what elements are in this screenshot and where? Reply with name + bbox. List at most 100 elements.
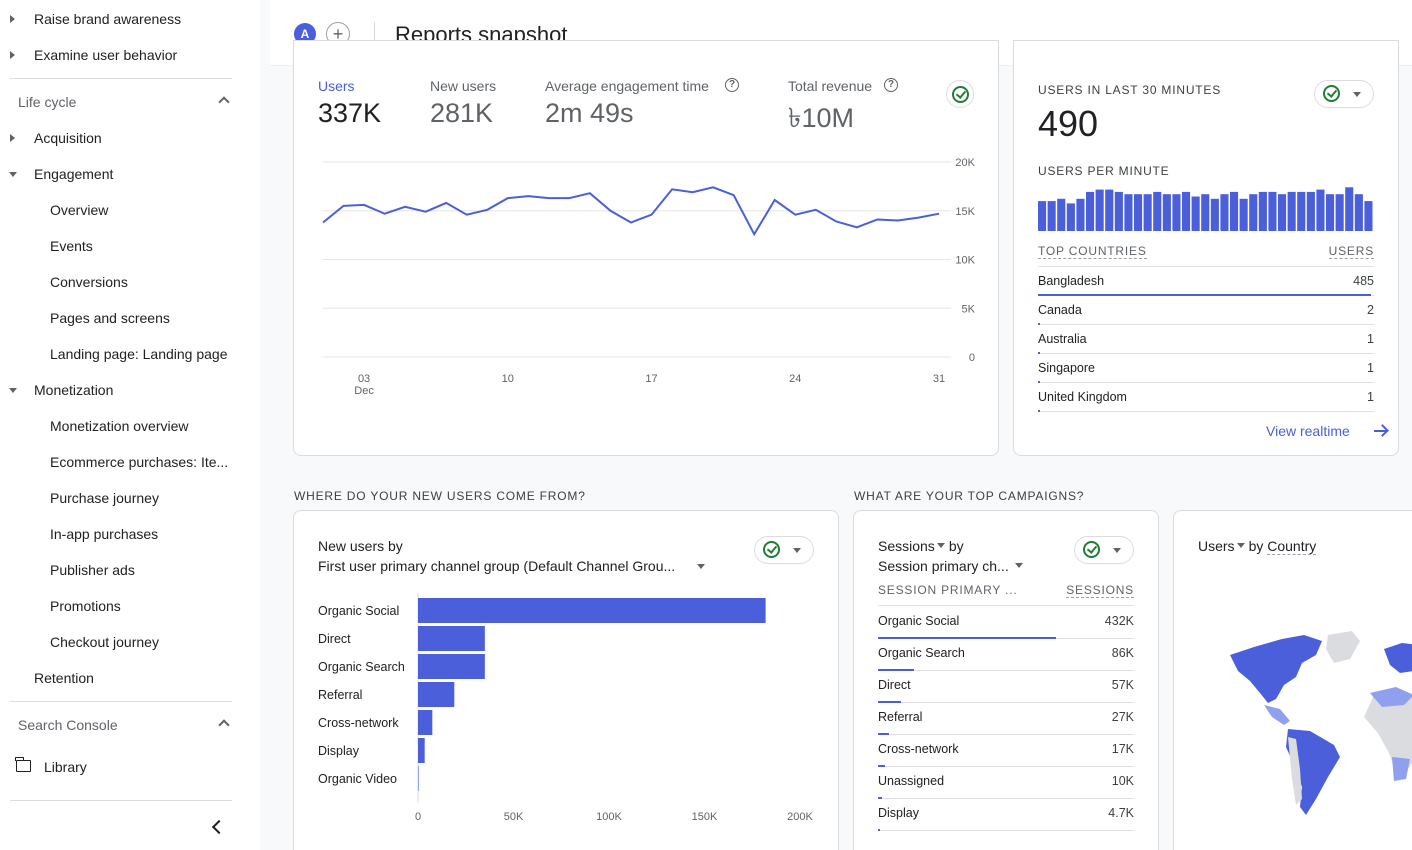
table-row[interactable]: Direct 57K — [878, 677, 1134, 709]
minute-bar — [1249, 194, 1258, 231]
sidebar-item-landing-page[interactable]: Landing page: Landing page — [50, 346, 228, 362]
share-bar — [878, 829, 880, 831]
list-item[interactable]: Australia 1 — [1038, 331, 1374, 360]
sidebar-item-ecommerce-purchases[interactable]: Ecommerce purchases: Ite... — [50, 454, 229, 470]
table-row[interactable]: Referral 27K — [878, 709, 1134, 741]
bar-chart-quality-button[interactable] — [754, 536, 814, 564]
list-item[interactable]: Bangladesh 485 — [1038, 273, 1374, 302]
row-divider — [878, 766, 1134, 767]
minute-bar — [1191, 196, 1200, 231]
table-row[interactable]: Cross-network 17K — [878, 741, 1134, 773]
map-europe — [1384, 643, 1412, 673]
table-row[interactable]: Display 4.7K — [878, 805, 1134, 837]
row-divider — [878, 830, 1134, 831]
sidebar-item-checkout-journey[interactable]: Checkout journey — [50, 634, 159, 650]
check-circle-icon — [763, 541, 780, 558]
sidebar-section-search-console[interactable]: Search Console — [0, 707, 250, 743]
collapse-sidebar-chevron-icon[interactable] — [211, 819, 227, 835]
sidebar-item-raise-brand-awareness[interactable]: Raise brand awareness — [0, 1, 250, 37]
help-icon[interactable]: ? — [884, 78, 898, 92]
sessions-column-header[interactable]: SESSIONS — [1066, 583, 1134, 598]
row-divider — [1038, 382, 1374, 383]
metric-value-users: 337K — [318, 98, 382, 128]
share-bar — [1038, 381, 1040, 383]
campaigns-title[interactable]: Sessions by — [878, 538, 964, 554]
sidebar-item-publisher-ads[interactable]: Publisher ads — [50, 562, 135, 578]
channel-bar — [418, 710, 433, 735]
data-quality-button[interactable] — [946, 80, 974, 108]
table-row[interactable]: Unassigned 10K — [878, 773, 1134, 805]
channel-bar — [418, 682, 455, 707]
minute-bar — [1162, 194, 1171, 231]
dropdown-caret-icon — [793, 548, 801, 553]
sidebar-item-events[interactable]: Events — [50, 238, 93, 254]
sidebar-item-monetization-overview[interactable]: Monetization overview — [50, 418, 189, 434]
dropdown-caret-icon[interactable] — [697, 564, 705, 569]
sidebar-item-acquisition[interactable]: Acquisition — [0, 120, 250, 156]
bar-category-label: Cross-network — [318, 716, 399, 730]
metric-tab-engagement-time[interactable]: Average engagement time — [545, 78, 709, 94]
table-row[interactable]: Organic Search 86K — [878, 645, 1134, 677]
sidebar-item-examine-user-behavior[interactable]: Examine user behavior — [0, 37, 250, 73]
y-tick-label: 20K — [955, 157, 975, 169]
share-bar — [878, 797, 883, 799]
expand-arrow-icon — [10, 15, 15, 23]
realtime-quality-button[interactable] — [1314, 80, 1374, 108]
campaign-sessions: 27K — [1111, 710, 1134, 724]
sidebar-item-promotions[interactable]: Promotions — [50, 598, 121, 614]
help-icon[interactable]: ? — [725, 78, 739, 92]
metric-tab-total-revenue[interactable]: Total revenue — [788, 78, 873, 94]
users-line-chart: 20K 15K 10K 5K 0 03 10 17 24 31 Dec — [322, 157, 976, 397]
sidebar-item-retention[interactable]: Retention — [34, 670, 94, 686]
sidebar-item-library[interactable]: Library — [0, 749, 250, 785]
arrow-right-icon[interactable] — [1374, 430, 1386, 432]
metric-tab-users[interactable]: Users — [318, 78, 355, 94]
list-item[interactable]: Canada 2 — [1038, 302, 1374, 331]
country-card-title[interactable]: Users by Country — [1198, 538, 1317, 555]
sidebar-divider — [10, 800, 232, 801]
channel-bar — [418, 738, 425, 763]
share-bar — [878, 765, 886, 767]
sidebar-item-engagement[interactable]: Engagement — [0, 156, 250, 192]
minute-bar — [1134, 194, 1143, 231]
minute-bar — [1201, 194, 1210, 231]
header-separator — [374, 22, 375, 48]
sidebar-item-overview[interactable]: Overview — [50, 202, 109, 218]
minute-bar — [1258, 191, 1267, 231]
avatar[interactable]: A — [294, 23, 316, 45]
campaign-name: Organic Social — [878, 614, 960, 628]
users-per-minute-chart — [1038, 187, 1373, 231]
bar-chart-title[interactable]: New users by — [318, 538, 403, 554]
sidebar-item-monetization[interactable]: Monetization — [0, 372, 250, 408]
campaigns-section-heading: WHAT ARE YOUR TOP CAMPAIGNS? — [854, 489, 1085, 503]
minute-bar — [1047, 201, 1056, 231]
chevron-up-icon — [218, 96, 230, 108]
metric-tab-new-users[interactable]: New users — [430, 78, 497, 94]
list-item[interactable]: United Kingdom 1 — [1038, 389, 1374, 418]
metric-value-total-revenue: ৳10M — [788, 103, 854, 133]
campaigns-dimension-selector[interactable]: Session primary ch... — [878, 558, 1023, 574]
bar-chart-dimension-selector[interactable]: First user primary channel group (Defaul… — [318, 558, 676, 574]
channel-bar — [418, 766, 419, 791]
country-users: 485 — [1353, 274, 1374, 288]
realtime-user-count: 490 — [1038, 103, 1099, 144]
map-africa-north — [1370, 687, 1412, 707]
minute-bar — [1076, 198, 1085, 231]
sidebar-section-life-cycle[interactable]: Life cycle — [0, 84, 250, 120]
table-row[interactable]: Organic Social 432K — [878, 613, 1134, 645]
sidebar-item-in-app-purchases[interactable]: In-app purchases — [50, 526, 159, 542]
realtime-card: USERS IN LAST 30 MINUTES 490 USERS PER M… — [1013, 40, 1399, 456]
minute-bar — [1066, 203, 1075, 231]
view-realtime-link[interactable]: View realtime — [1266, 423, 1350, 439]
dropdown-caret-icon — [936, 543, 945, 548]
minute-bar — [1354, 194, 1363, 231]
campaigns-quality-button[interactable] — [1074, 536, 1134, 564]
sidebar-item-purchase-journey[interactable]: Purchase journey — [50, 490, 159, 506]
sidebar-item-pages-and-screens[interactable]: Pages and screens — [50, 310, 170, 326]
top-campaigns-card: Sessions by Session primary ch... SESSION… — [853, 510, 1159, 850]
sidebar-item-conversions[interactable]: Conversions — [50, 274, 128, 290]
channel-bar — [418, 626, 485, 651]
y-tick-label: 10K — [955, 255, 975, 267]
list-item[interactable]: Singapore 1 — [1038, 360, 1374, 389]
share-bar — [1038, 352, 1040, 354]
